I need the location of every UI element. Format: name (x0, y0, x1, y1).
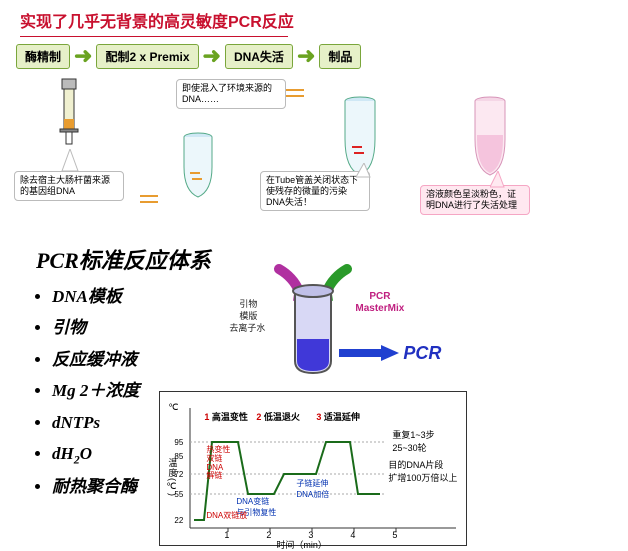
phase-num: 3 (316, 412, 321, 422)
title-underline (20, 36, 288, 37)
callout-tail (356, 163, 372, 179)
process-diagram: 除去宿主大肠杆菌来源的基因组DNA 即使混入了环境来源的DNA…… 在Tube管… (0, 73, 628, 233)
arrow-icon: ➜ (74, 43, 92, 69)
phase-num: 2 (256, 412, 261, 422)
callout-1: 除去宿主大肠杆菌来源的基因组DNA (14, 171, 124, 201)
list-item: dH2O (52, 438, 139, 470)
flow-step-3: DNA失活 (225, 44, 293, 69)
tube-icon (180, 131, 216, 201)
flow-step-1: 酶精制 (16, 44, 70, 69)
beaker-diagram: 引物 模版 去离子水 PCR MasterMix PCR (199, 261, 459, 381)
dna-lines-icon (140, 193, 160, 207)
anno: DNA双链放 (206, 510, 247, 521)
anno: 子链延伸DNA加倍 (296, 478, 329, 500)
pcr-label: PCR (403, 343, 441, 364)
list-item: 耐热聚合酶 (52, 471, 139, 502)
flow-step-4: 制品 (319, 44, 361, 69)
xtick: 4 (350, 530, 355, 540)
callout-4: 溶液颜色呈淡粉色，证明DNA进行了失活处理 (420, 185, 530, 215)
label: MasterMix (355, 303, 404, 314)
phase-label: 低温退火 (264, 412, 300, 422)
list-item: Mg 2＋浓度 (52, 375, 139, 406)
xtick: 2 (266, 530, 271, 540)
callout-2: 即使混入了环境来源的DNA…… (176, 79, 286, 109)
main-title: 实现了几乎无背景的高灵敏度PCR反应 (0, 0, 628, 36)
label: 去离子水 (229, 321, 265, 334)
xlabel: 时间（min） (276, 538, 327, 551)
phase-label: 高温变性 (212, 412, 248, 422)
pcr-cycle-graph: 22 55 72 85 95 ℃ 温度(℃) (159, 391, 467, 546)
right-panel: 引物 模版 去离子水 PCR MasterMix PCR 22 55 72 85… (139, 281, 628, 502)
column-icon (54, 77, 84, 147)
callout-3: 在Tube管盖关闭状态下使残存的微量的污染DNA失活！ (260, 171, 370, 211)
phase-num: 1 (204, 412, 209, 422)
list-item: 反应缓冲液 (52, 344, 139, 375)
tube-icon (470, 95, 510, 179)
side-note: 目的DNA片段扩增100万倍以上 (388, 458, 457, 484)
list-item: 引物 (52, 312, 139, 343)
anno: 热变性双链DNA解链 (206, 446, 230, 481)
side-note: 重复1~3步25~30轮 (392, 428, 434, 454)
phase-label: 适温延伸 (324, 412, 360, 422)
arrow-icon: ➜ (297, 43, 315, 69)
flow-step-2: 配制2 x Premix (96, 44, 198, 69)
dna-lines-icon (286, 87, 308, 101)
callout-tail (60, 149, 80, 173)
flow-row: 酶精制 ➜ 配制2 x Premix ➜ DNA失活 ➜ 制品 (0, 43, 628, 69)
bullet-list: DNA模板 引物 反应缓冲液 Mg 2＋浓度 dNTPs dH2O 耐热聚合酶 (0, 281, 139, 502)
callout-tail (490, 171, 506, 189)
xtick: 5 (392, 530, 397, 540)
list-item: DNA模板 (52, 281, 139, 312)
label: PCR (369, 291, 390, 302)
xtick: 1 (224, 530, 229, 540)
list-item: dNTPs (52, 407, 139, 438)
arrow-icon: ➜ (203, 43, 221, 69)
